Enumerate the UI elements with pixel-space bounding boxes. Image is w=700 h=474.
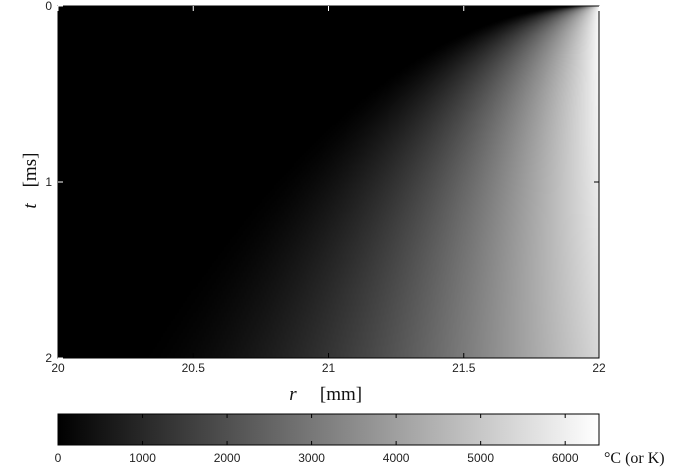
x-tick-label: 21	[322, 361, 336, 375]
y-axis-unit: [ms]	[20, 153, 41, 188]
y-axis-variable: t	[20, 203, 41, 209]
colorbar: 0 1000 2000 3000 4000 5000 6000 °C (or K)	[55, 413, 665, 467]
colorbar-tick-label: 0	[55, 451, 62, 465]
plot-area: 20 20.5 21 21.5 22 0 1 2	[45, 0, 606, 375]
x-tick-label: 22	[592, 361, 606, 375]
colorbar-tick-label: 2000	[214, 451, 241, 465]
x-axis-ticks: 20 20.5 21 21.5 22	[51, 6, 606, 375]
x-axis-label: r [mm]	[289, 384, 362, 405]
colorbar-tick-label: 1000	[129, 451, 156, 465]
x-axis-unit: [mm]	[320, 384, 362, 405]
colorbar-unit-label: °C (or K)	[604, 450, 665, 467]
colorbar-tick-label: 4000	[383, 451, 410, 465]
x-axis-variable: r	[289, 384, 297, 405]
temperature-field	[58, 6, 599, 358]
colorbar-ticks: 0 1000 2000 3000 4000 5000 6000	[55, 414, 579, 465]
y-tick-label: 0	[45, 0, 52, 13]
y-axis-ticks: 0 1 2	[45, 0, 599, 365]
colorbar-tick-label: 6000	[552, 451, 579, 465]
colorbar-tick-label: 3000	[298, 451, 325, 465]
y-axis-label: t [ms]	[20, 153, 41, 209]
colorbar-gradient	[57, 413, 600, 446]
x-tick-label: 21.5	[452, 361, 476, 375]
colorbar-tick-label: 5000	[467, 451, 494, 465]
y-tick-label: 1	[45, 175, 52, 189]
x-tick-label: 20	[51, 361, 65, 375]
x-tick-label: 20.5	[182, 361, 206, 375]
y-tick-label: 2	[45, 351, 52, 365]
